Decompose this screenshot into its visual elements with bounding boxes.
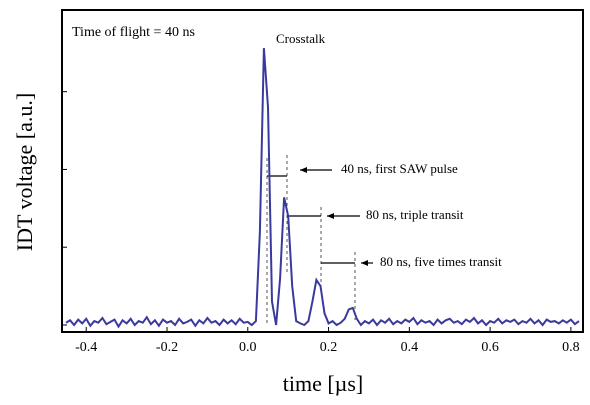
y-axis-label: IDT voltage [a.u.] (12, 93, 37, 251)
plot-frame (61, 9, 584, 333)
arrowhead (300, 167, 307, 173)
annotation: Crosstalk (276, 31, 326, 46)
x-tick-label: 0.4 (401, 340, 419, 355)
arrowhead (361, 260, 368, 266)
annotation: 80 ns, five times transit (380, 254, 502, 269)
x-tick-label: -0.2 (156, 340, 178, 355)
x-axis-label: time [µs] (283, 371, 364, 396)
signal-line (65, 48, 580, 329)
arrowhead (327, 213, 334, 219)
annotation: 80 ns, triple transit (366, 207, 464, 222)
x-tick-label: 0.0 (239, 340, 257, 355)
x-tick-label: 0.8 (562, 340, 580, 355)
annotation: 40 ns, first SAW pulse (341, 161, 458, 176)
x-tick-label: -0.4 (75, 340, 97, 355)
x-tick-label: 0.6 (481, 340, 499, 355)
annotation: Time of flight = 40 ns (72, 25, 195, 40)
x-tick-label: 0.2 (320, 340, 338, 355)
